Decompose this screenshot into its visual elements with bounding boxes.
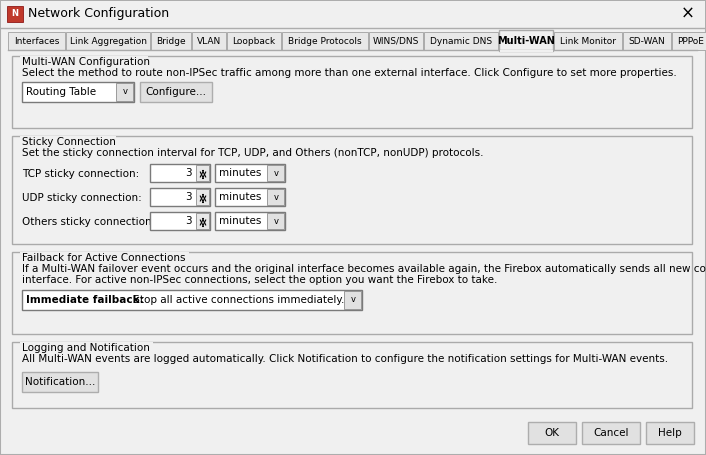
Text: v: v — [350, 295, 356, 304]
Text: Network Configuration: Network Configuration — [28, 7, 169, 20]
Bar — [344, 291, 361, 309]
Bar — [282, 32, 368, 50]
Text: Cancel: Cancel — [593, 428, 629, 438]
Text: v: v — [123, 87, 128, 96]
Text: Interfaces: Interfaces — [14, 36, 59, 46]
Text: Stop all active connections immediately.: Stop all active connections immediately. — [131, 295, 345, 305]
Text: Bridge: Bridge — [156, 36, 186, 46]
Bar — [267, 165, 284, 181]
Bar — [1, 1, 705, 29]
Bar — [499, 30, 553, 51]
Text: TCP sticky connection:: TCP sticky connection: — [22, 169, 139, 179]
Text: minutes: minutes — [219, 216, 261, 226]
Text: Routing Table: Routing Table — [26, 87, 96, 97]
Bar — [150, 188, 210, 206]
Text: UDP sticky connection:: UDP sticky connection: — [22, 193, 142, 203]
Bar — [227, 32, 281, 50]
Text: Link Aggregation: Link Aggregation — [69, 36, 147, 46]
Text: Failback for Active Connections: Failback for Active Connections — [22, 253, 186, 263]
Text: All Multi-WAN events are logged automatically. Click Notification to configure t: All Multi-WAN events are logged automati… — [22, 354, 668, 364]
Bar — [22, 372, 98, 392]
Bar — [215, 212, 285, 230]
Bar — [196, 165, 209, 181]
Bar — [8, 32, 65, 50]
Bar — [20, 342, 152, 344]
Bar — [7, 6, 23, 22]
Text: v: v — [273, 217, 278, 226]
Bar — [22, 290, 362, 310]
Bar — [215, 164, 285, 182]
Text: ×: × — [681, 5, 695, 23]
Text: 3: 3 — [186, 192, 192, 202]
Bar — [140, 82, 212, 102]
Text: WINS/DNS: WINS/DNS — [373, 36, 419, 46]
Text: 3: 3 — [186, 216, 192, 226]
Bar — [12, 56, 692, 128]
Bar — [20, 252, 189, 254]
Bar — [196, 213, 209, 229]
Bar — [267, 213, 284, 229]
Bar — [267, 189, 284, 205]
Text: Select the method to route non-IPSec traffic among more than one external interf: Select the method to route non-IPSec tra… — [22, 68, 677, 78]
Text: Dynamic DNS: Dynamic DNS — [430, 36, 492, 46]
Bar — [20, 136, 116, 138]
Text: OK: OK — [544, 428, 559, 438]
Text: interface. For active non-IPSec connections, select the option you want the Fire: interface. For active non-IPSec connecti… — [22, 275, 497, 285]
Text: PPPoE: PPPoE — [678, 36, 705, 46]
Text: Help: Help — [658, 428, 682, 438]
Bar — [116, 83, 133, 101]
Bar — [646, 422, 694, 444]
Text: VLAN: VLAN — [197, 36, 221, 46]
Text: Multi-WAN: Multi-WAN — [497, 35, 555, 46]
Bar — [500, 50, 553, 52]
Bar — [369, 32, 423, 50]
Bar — [12, 342, 692, 408]
Bar — [66, 32, 150, 50]
Bar — [192, 32, 226, 50]
Text: v: v — [273, 168, 278, 177]
Bar — [12, 136, 692, 244]
Bar — [151, 32, 191, 50]
Text: minutes: minutes — [219, 168, 261, 178]
Text: Configure...: Configure... — [145, 87, 206, 97]
Text: Logging and Notification: Logging and Notification — [22, 343, 150, 353]
Text: Others sticky connection:: Others sticky connection: — [22, 217, 155, 227]
Text: Bridge Protocols: Bridge Protocols — [288, 36, 361, 46]
Bar — [672, 32, 706, 50]
Bar — [623, 32, 671, 50]
Bar — [196, 189, 209, 205]
Bar — [554, 32, 622, 50]
Text: If a Multi-WAN failover event occurs and the original interface becomes availabl: If a Multi-WAN failover event occurs and… — [22, 264, 706, 274]
Bar — [582, 422, 640, 444]
Text: Link Monitor: Link Monitor — [560, 36, 616, 46]
Text: 3: 3 — [186, 168, 192, 178]
Bar — [150, 212, 210, 230]
Text: N: N — [11, 10, 18, 19]
Bar — [12, 252, 692, 334]
Text: Immediate failback:: Immediate failback: — [26, 295, 144, 305]
Bar — [215, 188, 285, 206]
Text: Notification...: Notification... — [25, 377, 95, 387]
Text: Sticky Connection: Sticky Connection — [22, 137, 116, 147]
Bar — [20, 56, 148, 58]
Bar — [424, 32, 498, 50]
Text: Set the sticky connection interval for TCP, UDP, and Others (nonTCP, nonUDP) pro: Set the sticky connection interval for T… — [22, 148, 484, 158]
Bar — [22, 82, 134, 102]
Text: SD-WAN: SD-WAN — [628, 36, 665, 46]
Text: Multi-WAN Configuration: Multi-WAN Configuration — [22, 57, 150, 67]
Text: minutes: minutes — [219, 192, 261, 202]
Text: v: v — [273, 192, 278, 202]
Bar — [528, 422, 576, 444]
Text: Loopback: Loopback — [232, 36, 275, 46]
Bar — [150, 164, 210, 182]
